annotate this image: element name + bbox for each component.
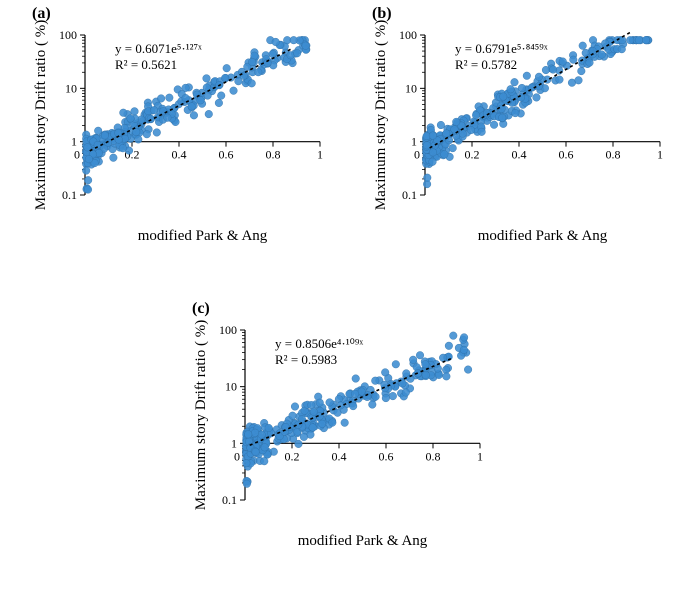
ytick-label: 0.1 [402,188,417,202]
xtick-label: 0 [234,449,240,463]
equation-text: y = 0.6791e⁵·⁸⁴⁵⁹ˣ [455,41,548,56]
xtick-label: 0.4 [172,148,187,162]
xtick-label: 0.2 [465,148,480,162]
panel-label-c: (c) [192,300,210,318]
plot-b: 0 0.2 0.4 0.6 0.8 1 0.1 1 10 100 modified Park & A… [370,5,670,255]
panel-a: (a)00.20.40.60.810.1110100modified Park … [30,5,330,255]
figure-canvas: (a)00.20.40.60.810.1110100modified Park … [0,0,685,611]
ytick-label: 1 [71,135,77,149]
ylabel: Maximum story Drift ratio ( %) [373,20,389,210]
xtick-label: 0.8 [606,148,621,162]
xtick-label: 1 [317,148,323,162]
xtick-label: 0.6 [219,148,234,162]
ytick-label: 10 [405,81,417,95]
ytick-label: 1 [411,135,417,149]
ytick-label: 10 [225,380,237,394]
ytick-label: 100 [59,28,77,42]
xtick-label: 1 [477,449,483,463]
panel-label-a: (a) [32,5,51,23]
xtick-label: 0 [74,148,80,162]
panel-c: (c) 0 0.2 0.4 0.6 0.8 1 0.1 1 10 100 modified Park … [190,300,490,560]
plot-a: 00.20.40.60.810.1110100modified Park & A… [30,5,330,255]
xlabel: modified Park & Ang [298,533,428,549]
ytick-label: 10 [65,81,77,95]
r2-text: R² = 0.5782 [455,57,517,72]
r2-text: R² = 0.5621 [115,57,177,72]
plot-c: 0 0.2 0.4 0.6 0.8 1 0.1 1 10 100 modified Park & A… [190,300,490,560]
xtick-label: 0 [414,148,420,162]
xtick-label: 0.4 [332,449,347,463]
xtick-label: 0.8 [266,148,281,162]
ytick-label: 1 [231,436,237,450]
panel-b: (b) 0 0.2 0.4 0.6 0.8 1 0.1 1 10 100 modified Park … [370,5,670,255]
equation-text: y = 0.8506e⁴·¹⁰⁹ˣ [275,336,363,351]
xtick-label: 0.8 [426,449,441,463]
xlabel: modified Park & Ang [478,228,608,244]
xlabel: modified Park & Ang [138,228,268,244]
r2-text: R² = 0.5983 [275,352,337,367]
panel-label-b: (b) [372,5,392,23]
xtick-label: 1 [657,148,663,162]
xtick-label: 0.6 [379,449,394,463]
ytick-label: 0.1 [222,493,237,507]
ytick-label: 0.1 [62,188,77,202]
xtick-label: 0.6 [559,148,574,162]
ylabel: Maximum story Drift ratio ( %) [33,20,49,210]
ylabel: Maximum story Drift ratio ( %) [193,320,209,510]
ytick-label: 100 [219,323,237,337]
xtick-label: 0.2 [285,449,300,463]
xtick-label: 0.4 [512,148,527,162]
ytick-label: 100 [399,28,417,42]
equation-text: y = 0.6071e⁵·¹²⁷ˣ [115,41,202,56]
